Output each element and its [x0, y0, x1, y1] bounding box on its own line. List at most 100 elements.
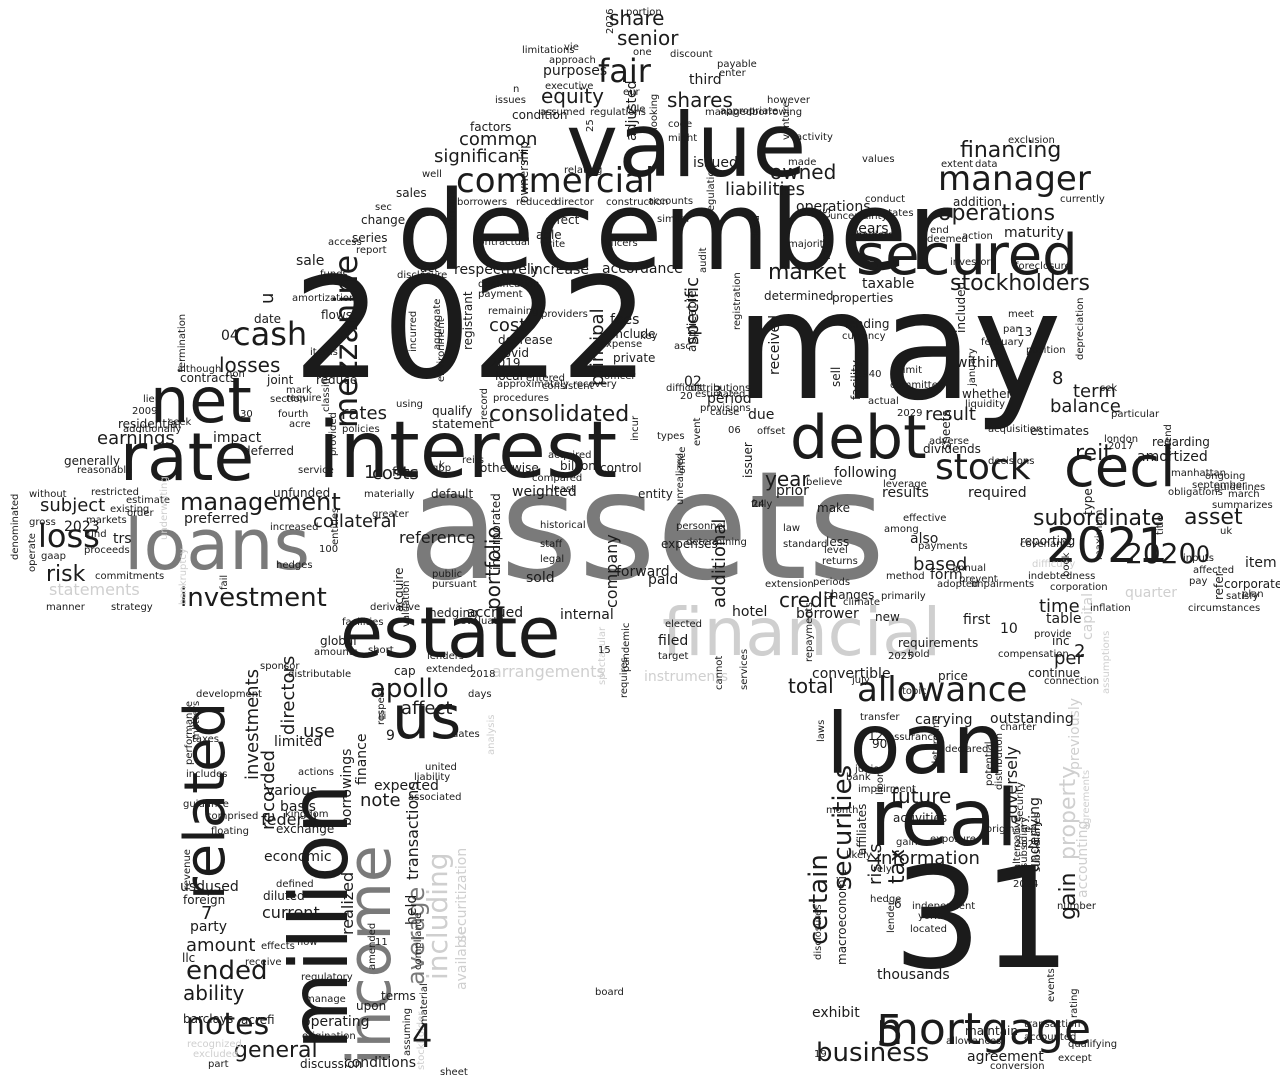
cloud-word: inputs	[1183, 553, 1214, 564]
cloud-word: payment	[478, 289, 523, 300]
cloud-word: unfunded	[273, 486, 331, 500]
cloud-word: laws	[816, 719, 827, 742]
cloud-word: 90	[872, 737, 888, 751]
cloud-word: standard	[783, 539, 828, 550]
cloud-word: likely	[846, 850, 872, 861]
cloud-word: providers	[541, 309, 588, 320]
cloud-word: available	[454, 926, 470, 990]
cloud-word: fully	[751, 499, 773, 510]
cloud-word: contractual	[473, 237, 530, 248]
cloud-word: billion	[560, 459, 596, 473]
cloud-word: general	[234, 1038, 318, 1063]
cloud-word: global	[320, 634, 357, 648]
cloud-word: development	[196, 689, 262, 700]
cloud-word: operating	[302, 1014, 370, 1030]
cloud-word: par	[1003, 324, 1020, 335]
cloud-word: deferred	[243, 444, 294, 458]
cloud-word: least	[551, 484, 576, 495]
cloud-word: sek	[1100, 383, 1118, 394]
cloud-word: dividends	[923, 442, 981, 456]
cloud-word: total	[788, 674, 834, 698]
cloud-word: summarizes	[1212, 500, 1273, 511]
cloud-word: remaining	[488, 306, 539, 317]
cloud-word: u	[257, 292, 278, 304]
cloud-word: corporation	[1050, 582, 1108, 593]
cloud-word: 2018	[470, 669, 496, 680]
cloud-word: us	[392, 683, 462, 753]
cloud-word: provisions	[700, 403, 751, 414]
cloud-word: less	[826, 535, 850, 549]
cloud-word: otherwise	[480, 461, 539, 475]
cloud-word: strategy	[111, 602, 153, 613]
cloud-word: forward	[616, 564, 670, 580]
cloud-word: 2017	[1108, 441, 1134, 452]
cloud-word: provided	[328, 412, 339, 456]
cloud-word: 9	[386, 728, 395, 744]
cloud-word: write	[540, 239, 566, 250]
cloud-word: transaction	[1024, 1019, 1081, 1030]
cloud-word: cash	[233, 315, 308, 353]
cloud-word: facilities	[342, 617, 384, 628]
cloud-word: audit	[698, 247, 709, 273]
cloud-word: disclosure	[397, 270, 448, 281]
cloud-word: might	[668, 133, 698, 144]
cloud-word: primarily	[881, 591, 926, 602]
cloud-word: adverse	[929, 436, 970, 447]
cloud-word: table	[1046, 611, 1082, 627]
cloud-word: future	[891, 784, 952, 808]
cloud-word: addition	[953, 195, 1002, 209]
cloud-word: effect	[545, 213, 580, 227]
cloud-word: quarter	[1125, 585, 1177, 601]
cloud-word: relating	[564, 165, 603, 176]
cloud-word: entities	[330, 507, 341, 545]
cloud-word: discussion	[300, 1057, 363, 1071]
cloud-word: circumstances	[1188, 603, 1261, 614]
cloud-word: registrant	[461, 291, 475, 350]
cloud-word: meet	[1008, 309, 1034, 320]
cloud-word: using	[396, 399, 424, 410]
cloud-word: reit	[1075, 441, 1112, 466]
cloud-word: cost	[489, 315, 527, 336]
cloud-word: types	[657, 431, 685, 442]
cloud-word: 4	[412, 1017, 433, 1055]
cloud-word: bankruptcy	[178, 548, 189, 605]
cloud-word: director	[555, 197, 594, 208]
cloud-word: 13	[1017, 325, 1033, 339]
cloud-word: first	[963, 612, 991, 628]
cloud-word: capital	[1080, 592, 1096, 640]
cloud-word: law	[783, 523, 801, 534]
cloud-word: note	[360, 790, 401, 811]
cloud-word: consistent	[542, 381, 594, 392]
cloud-word: depreciation	[1075, 297, 1086, 360]
cloud-word: services	[739, 648, 750, 690]
cloud-word: method	[886, 571, 925, 582]
cloud-word: made	[788, 157, 817, 168]
cloud-word: asc	[674, 341, 691, 352]
cloud-word: assets	[408, 440, 886, 614]
cloud-word: level	[824, 545, 848, 556]
cloud-word: compensation	[998, 649, 1069, 660]
cloud-word: mortgage	[876, 1004, 1092, 1055]
cloud-word: due	[748, 407, 775, 423]
cloud-word: reference	[399, 528, 476, 547]
cloud-word: conversion	[990, 1061, 1045, 1072]
cloud-word: december	[397, 167, 953, 295]
cloud-word: 8	[1052, 368, 1064, 389]
cloud-word: accrued	[467, 605, 524, 621]
cloud-word: operations	[938, 201, 1056, 226]
cloud-word: residential	[118, 417, 181, 431]
cloud-word: issues	[495, 95, 526, 106]
cloud-word: 30	[240, 409, 253, 420]
cloud-word: taxable	[862, 276, 915, 292]
cloud-word: various	[266, 783, 318, 799]
cloud-word: officer	[604, 371, 636, 382]
cloud-word: adopted	[937, 579, 979, 590]
cloud-word: currency	[842, 331, 886, 342]
cloud-word: distribution	[994, 733, 1005, 790]
cloud-word: private	[613, 351, 656, 365]
cloud-word: flow	[297, 937, 318, 948]
cloud-word: liquidity	[965, 399, 1005, 410]
cloud-word: commitments	[95, 571, 165, 582]
cloud-word: taxes	[192, 734, 220, 745]
cloud-word: rates	[341, 403, 387, 424]
